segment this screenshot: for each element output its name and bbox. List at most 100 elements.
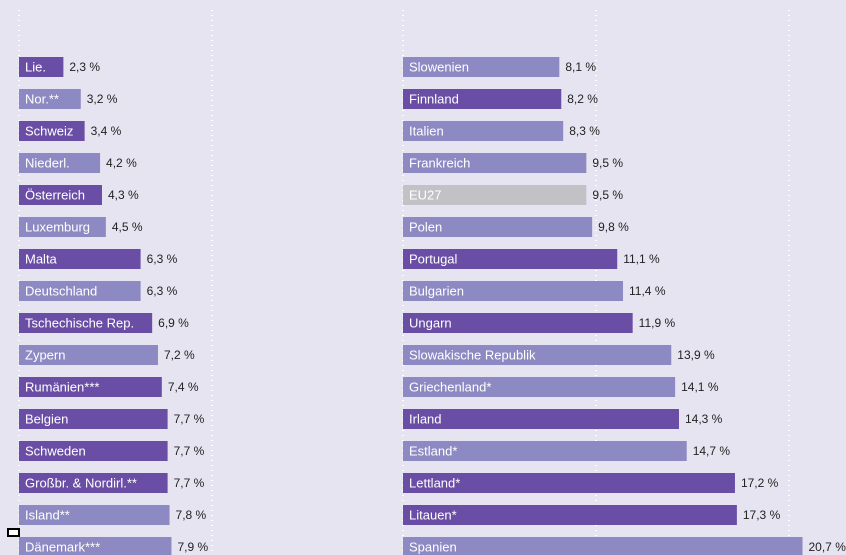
- bar: [403, 409, 679, 429]
- value-label: 9,5 %: [592, 188, 623, 202]
- bar-label: Irland: [409, 411, 442, 426]
- value-label: 7,4 %: [168, 380, 199, 394]
- value-label: 14,3 %: [685, 412, 723, 426]
- value-label: 11,9 %: [639, 316, 676, 330]
- bar: [19, 185, 102, 205]
- bar: [19, 153, 101, 173]
- bar: [19, 249, 141, 269]
- bar-label: Island**: [25, 507, 70, 522]
- bar: [403, 505, 737, 525]
- bar: [403, 537, 803, 555]
- bar-label: Luxemburg: [25, 219, 90, 234]
- bar-label: Finnland: [409, 91, 459, 106]
- bar: [403, 185, 587, 205]
- value-label: 7,2 %: [164, 348, 195, 362]
- bar-label: Slowakische Republik: [409, 347, 536, 362]
- bar-label: Nor.**: [25, 91, 59, 106]
- bar: [19, 505, 170, 525]
- bar-label: EU27: [409, 187, 442, 202]
- bar: [403, 217, 593, 237]
- value-label: 11,4 %: [629, 284, 666, 298]
- value-label: 4,5 %: [112, 220, 143, 234]
- bar: [19, 473, 168, 493]
- bar: [19, 57, 64, 77]
- bar: [403, 473, 735, 493]
- bar: [403, 89, 562, 109]
- value-label: 17,2 %: [741, 476, 779, 490]
- bar: [403, 121, 564, 141]
- bar-label: Niederl.: [25, 155, 70, 170]
- value-label: 7,7 %: [174, 412, 205, 426]
- bar-label: Portugal: [409, 251, 458, 266]
- value-label: 3,4 %: [91, 124, 122, 138]
- bar-label: Estland*: [409, 443, 457, 458]
- bar-label: Tschechische Rep.: [25, 315, 134, 330]
- bar-label: Griechenland*: [409, 379, 491, 394]
- bar-label: Frankreich: [409, 155, 470, 170]
- value-label: 7,7 %: [174, 444, 205, 458]
- bar: [19, 281, 141, 301]
- bar-label: Ungarn: [409, 315, 452, 330]
- bar: [19, 345, 158, 365]
- value-label: 7,7 %: [174, 476, 205, 490]
- bar-label: Rumänien***: [25, 379, 99, 394]
- bar-label: Polen: [409, 219, 442, 234]
- bar: [19, 121, 85, 141]
- value-label: 20,7 %: [809, 540, 846, 554]
- value-label: 7,8 %: [176, 508, 207, 522]
- value-label: 4,3 %: [108, 188, 139, 202]
- bar-label: Slowenien: [409, 59, 469, 74]
- bar-label: Litauen*: [409, 507, 457, 522]
- value-label: 14,7 %: [693, 444, 731, 458]
- bar: [19, 537, 172, 555]
- value-label: 8,3 %: [569, 124, 600, 138]
- value-label: 13,9 %: [677, 348, 715, 362]
- value-label: 3,2 %: [87, 92, 118, 106]
- value-label: 7,9 %: [177, 540, 208, 554]
- bar-label: Zypern: [25, 347, 65, 362]
- value-label: 6,9 %: [158, 316, 189, 330]
- bar-label: Italien: [409, 123, 444, 138]
- bar: [403, 249, 618, 269]
- bar: [403, 313, 633, 333]
- bar-label: Lettland*: [409, 475, 460, 490]
- bar: [403, 57, 560, 77]
- value-label: 8,2 %: [567, 92, 598, 106]
- bar-label: Belgien: [25, 411, 68, 426]
- value-label: 14,1 %: [681, 380, 719, 394]
- bar: [19, 217, 106, 237]
- bar-label: Spanien: [409, 539, 457, 554]
- bar-layer: Lie. 2,3 % Nor.** 3,2 % Schweiz 3,4 % Niederl.…: [19, 57, 846, 555]
- bar: [19, 89, 81, 109]
- value-label: 8,1 %: [565, 60, 596, 74]
- bar-label: Bulgarien: [409, 283, 464, 298]
- bar: [403, 441, 687, 461]
- cursor-box: [7, 528, 20, 537]
- bar-label: Schweden: [25, 443, 86, 458]
- bar-label: Deutschland: [25, 283, 97, 298]
- bar-label: Dänemark***: [25, 539, 100, 554]
- bar: [19, 377, 162, 397]
- bar: [19, 441, 168, 461]
- value-label: 6,3 %: [147, 284, 178, 298]
- bar-label: Malta: [25, 251, 58, 266]
- value-label: 17,3 %: [743, 508, 781, 522]
- value-label: 11,1 %: [623, 252, 660, 266]
- bar: [403, 153, 587, 173]
- bar-label: Großbr. & Nordirl.**: [25, 475, 137, 490]
- bar-label: Schweiz: [25, 123, 73, 138]
- value-label: 2,3 %: [69, 60, 100, 74]
- bar: [19, 313, 153, 333]
- value-label: 9,5 %: [592, 156, 623, 170]
- bar: [19, 409, 168, 429]
- bar-label: Lie.: [25, 59, 46, 74]
- bar: [403, 377, 676, 397]
- bar-label: Österreich: [25, 187, 85, 202]
- bar: [403, 281, 624, 301]
- bar: [403, 345, 672, 365]
- value-label: 4,2 %: [106, 156, 137, 170]
- value-label: 9,8 %: [598, 220, 629, 234]
- value-label: 6,3 %: [147, 252, 178, 266]
